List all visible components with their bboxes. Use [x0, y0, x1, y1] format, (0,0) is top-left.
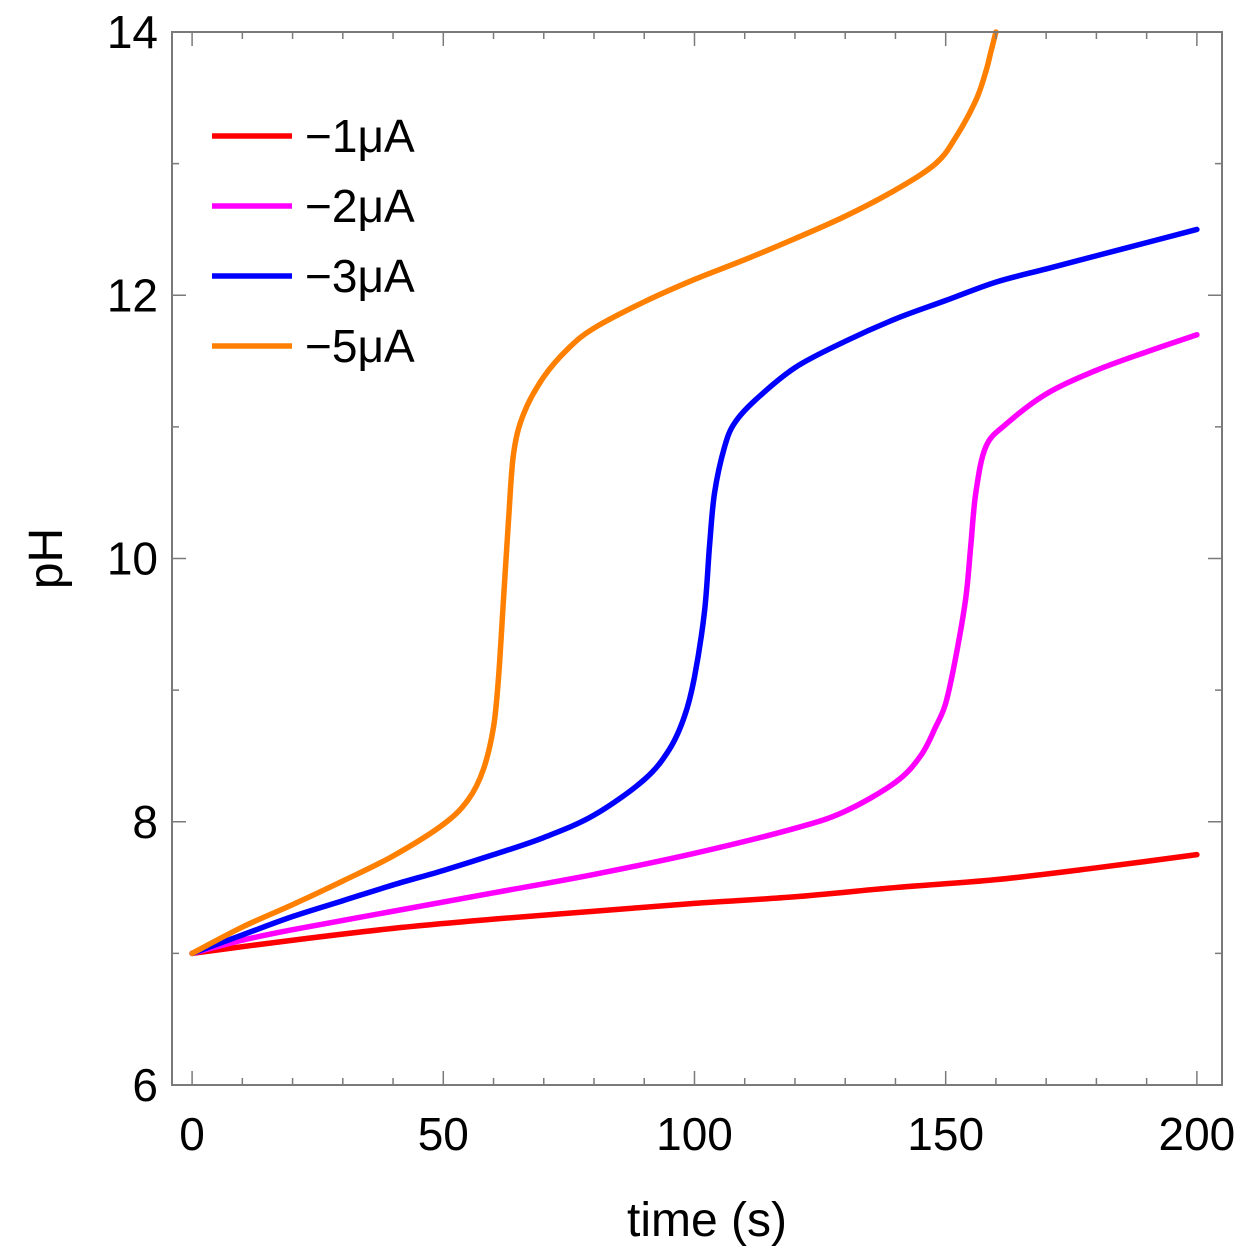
series-line-3 — [189, 226, 1200, 957]
y-tick-label: 12 — [107, 269, 158, 321]
y-axis-title: pH — [20, 528, 73, 589]
legend-label-3: −3μA — [305, 250, 415, 302]
y-tick-label: 8 — [132, 796, 158, 848]
axis-ticks — [172, 31, 1222, 1086]
x-axis-title: time (s) — [627, 1194, 787, 1247]
legend-label-4: −5μA — [305, 320, 415, 372]
y-tick-label: 6 — [132, 1059, 158, 1111]
y-tick-label: 10 — [107, 533, 158, 585]
x-tick-label: 200 — [1159, 1108, 1236, 1160]
tick-labels: 0 50 100 150 200 6 8 10 12 14 — [107, 6, 1235, 1160]
series-line-2 — [189, 331, 1200, 957]
legend-label-1: −1μA — [305, 110, 415, 162]
series-line-1 — [189, 851, 1200, 957]
plot-lines — [189, 29, 1200, 957]
x-tick-label: 50 — [418, 1108, 469, 1160]
x-tick-label: 150 — [907, 1108, 984, 1160]
x-tick-label: 0 — [179, 1108, 205, 1160]
y-tick-label: 14 — [107, 6, 158, 58]
legend-label-2: −2μA — [305, 180, 415, 232]
series-line-4 — [189, 29, 999, 957]
x-tick-label: 100 — [656, 1108, 733, 1160]
legend: −1μA −2μA −3μA −5μA — [212, 110, 415, 372]
